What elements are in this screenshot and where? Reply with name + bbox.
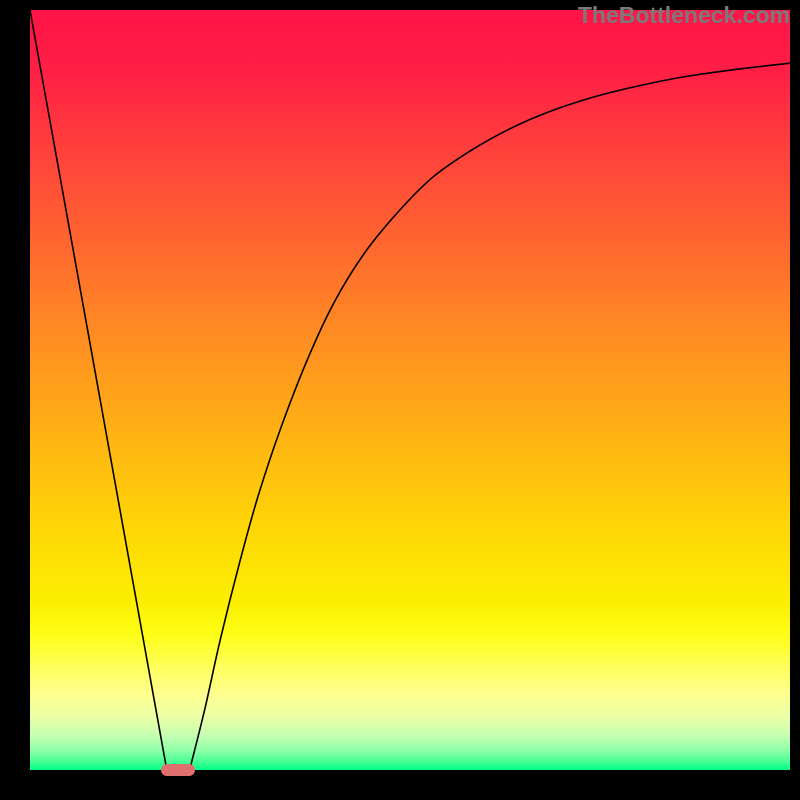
- plot-area: [30, 10, 790, 770]
- watermark-text: TheBottleneck.com: [578, 2, 790, 29]
- curve-layer: [30, 10, 790, 770]
- optimum-marker: [161, 764, 195, 777]
- bottleneck-curve-right: [190, 63, 790, 770]
- bottleneck-curve-left: [30, 10, 167, 770]
- chart-container: TheBottleneck.com: [0, 0, 800, 800]
